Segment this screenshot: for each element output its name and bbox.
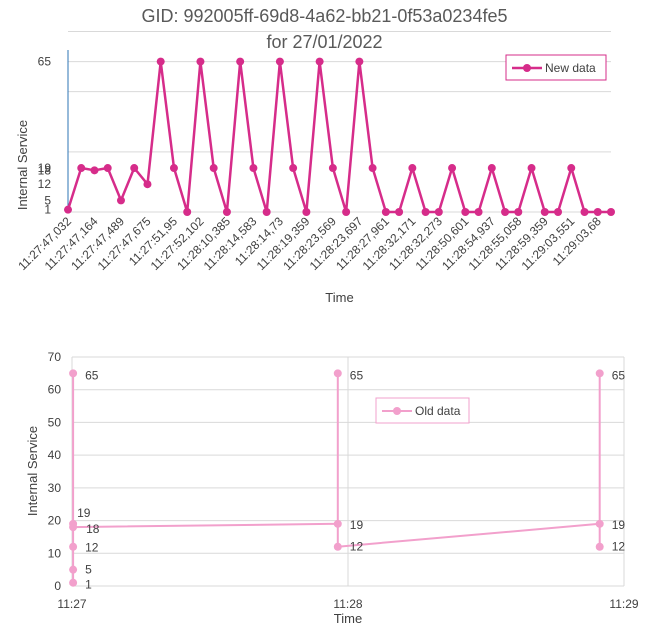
- data-label: 19: [77, 506, 91, 520]
- data-point: [222, 208, 231, 216]
- legend-box: [375, 397, 470, 424]
- y-tick-label: 60: [48, 383, 62, 397]
- chart-title-line-2: for 27/01/2022: [266, 32, 383, 52]
- data-point: [69, 523, 78, 532]
- data-label: 19: [612, 518, 626, 532]
- x-axis-title: Time: [334, 611, 362, 626]
- data-point: [69, 565, 78, 574]
- data-label: 65: [612, 368, 626, 382]
- data-label: 12: [350, 540, 364, 554]
- data-point: [249, 164, 258, 173]
- data-point: [262, 208, 271, 216]
- data-point: [474, 208, 483, 216]
- new-data-chart: 151218196511:27:47,03211:27:47,16411:27:…: [15, 30, 615, 305]
- data-point: [408, 164, 417, 173]
- data-point: [169, 164, 178, 173]
- y-tick-label: 1: [44, 203, 51, 217]
- series-line-new-data: [66, 60, 611, 214]
- y-tick-label: 19: [38, 161, 52, 175]
- data-point: [501, 208, 510, 216]
- data-point: [342, 208, 351, 216]
- data-point: [595, 369, 604, 378]
- y-axis-title: Internal Service: [25, 426, 40, 516]
- data-point: [289, 164, 298, 173]
- data-point: [236, 57, 245, 66]
- data-point: [567, 164, 576, 173]
- data-label: 65: [350, 368, 364, 382]
- data-label: 1: [85, 578, 92, 592]
- y-tick-label: 70: [48, 350, 62, 364]
- data-point: [355, 57, 364, 66]
- data-point: [143, 180, 152, 189]
- data-point: [209, 164, 218, 173]
- data-point: [315, 57, 324, 66]
- data-point: [607, 208, 615, 216]
- data-point: [554, 208, 563, 216]
- y-tick-label: 0: [54, 579, 61, 593]
- series-line-old-data: [72, 372, 601, 583]
- data-point: [90, 166, 99, 175]
- data-point: [527, 164, 536, 173]
- chart-title-line-1: GID: 992005ff-69d8-4a62-bb21-0f53a0234fe…: [141, 6, 508, 26]
- x-tick-label: 11:27: [57, 597, 86, 611]
- data-point: [64, 205, 72, 214]
- y-axis-title: Internal Service: [15, 120, 30, 210]
- y-tick-label: 50: [48, 415, 62, 429]
- y-tick-label: 18: [38, 163, 52, 177]
- data-point: [395, 208, 404, 216]
- legend-swatch-marker: [393, 407, 401, 415]
- data-label: 65: [85, 368, 99, 382]
- y-tick-label: 65: [38, 55, 52, 69]
- data-point: [333, 519, 342, 528]
- data-label: 12: [612, 540, 626, 554]
- legend-label: Old data: [415, 404, 461, 418]
- x-axis-title: Time: [325, 290, 353, 305]
- legend-swatch-marker: [523, 64, 531, 72]
- data-point: [593, 208, 602, 216]
- data-point: [69, 519, 78, 528]
- data-point: [69, 578, 78, 587]
- data-point: [333, 369, 342, 378]
- data-point: [116, 196, 125, 205]
- data-point: [448, 164, 457, 173]
- data-point: [333, 542, 342, 551]
- data-point: [368, 164, 377, 173]
- data-label: 19: [350, 518, 364, 532]
- data-point: [156, 57, 165, 66]
- y-tick-label: 12: [38, 177, 52, 191]
- legend-label: New data: [545, 61, 596, 75]
- y-tick-label: 5: [44, 193, 51, 207]
- data-point: [540, 208, 549, 216]
- data-point: [328, 164, 337, 173]
- data-label: 5: [85, 563, 92, 577]
- x-tick-label: 11:28: [333, 597, 362, 611]
- data-point: [580, 208, 589, 216]
- data-point: [183, 208, 192, 216]
- y-tick-label: 30: [48, 481, 62, 495]
- data-point: [461, 208, 470, 216]
- data-point: [275, 57, 284, 66]
- data-point: [434, 208, 443, 216]
- data-point: [196, 57, 205, 66]
- data-point: [595, 542, 604, 551]
- data-point: [487, 164, 496, 173]
- y-tick-label: 10: [48, 546, 62, 560]
- data-point: [514, 208, 523, 216]
- data-point: [381, 208, 390, 216]
- data-point: [130, 164, 139, 173]
- data-point: [69, 369, 78, 378]
- data-point: [421, 208, 430, 216]
- data-label: 18: [86, 522, 100, 536]
- y-tick-label: 20: [48, 514, 62, 528]
- y-tick-label: 40: [48, 448, 62, 462]
- data-point: [77, 164, 86, 173]
- data-point: [302, 208, 311, 216]
- data-label: 12: [85, 541, 99, 555]
- data-point: [103, 164, 112, 173]
- x-tick-label: 11:29: [609, 597, 638, 611]
- data-point: [69, 542, 78, 551]
- data-point: [595, 519, 604, 528]
